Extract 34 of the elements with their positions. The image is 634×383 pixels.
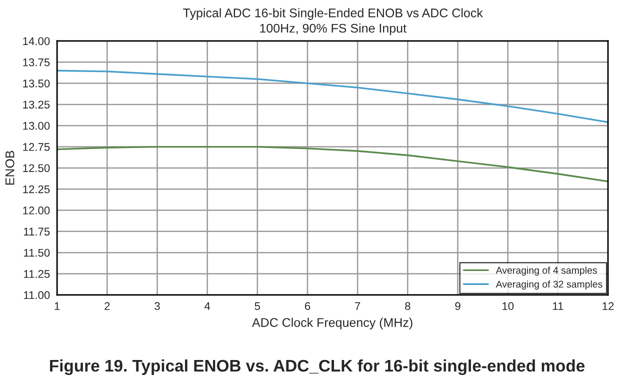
x-tick-label: 7 [355, 302, 360, 310]
y-tick-label: 12.75 [23, 143, 50, 151]
x-tick-label: 9 [455, 302, 460, 310]
y-tick-label: 14.00 [23, 37, 50, 46]
x-tick-label: 1 [54, 302, 60, 310]
y-tick-label: 13.25 [23, 100, 50, 109]
y-tick-label: 11.25 [24, 270, 50, 278]
x-tick-label: 5 [254, 302, 260, 310]
y-tick-label: 13.50 [23, 80, 50, 88]
x-tick-label: 6 [304, 302, 310, 310]
y-tick-label: 12.00 [23, 206, 50, 214]
line-series [57, 146, 608, 182]
chart-subtitle: 100Hz, 90% FS Sine Input [260, 23, 406, 36]
x-tick-label: 11 [553, 302, 564, 310]
x-tick-label: 3 [154, 302, 160, 310]
y-tick-label: 11.00 [24, 291, 50, 300]
x-tick-label: 2 [104, 302, 110, 310]
line-series [57, 70, 608, 124]
y-axis-title: ENOB [5, 150, 14, 185]
y-tick-label: 13.75 [23, 58, 50, 66]
x-tick-label: 8 [405, 302, 410, 310]
y-tick-label: 11.75 [24, 228, 50, 236]
x-tick-label: 10 [502, 302, 514, 310]
caption: Figure 19. Typical ENOB vs. ADC_CLK for 16-bit single-ended mode [50, 359, 585, 376]
y-tick-label: 12.25 [23, 185, 50, 194]
y-tick-label: 13.00 [23, 122, 50, 130]
x-tick-label: 4 [204, 302, 210, 310]
y-tick-label: 11.50 [24, 248, 50, 257]
chart-title: Typical ADC 16-bit Single-Ended ENOB vs ADC Clock [183, 8, 483, 20]
legend-label: Averaging of 32 samples [496, 280, 602, 290]
x-tick-label: 12 [602, 302, 614, 310]
y-tick-label: 12.50 [23, 164, 50, 172]
x-axis-title: ADC Clock Frequency (MHz) [252, 318, 412, 330]
legend-label: Averaging of 4 samples [496, 266, 597, 276]
